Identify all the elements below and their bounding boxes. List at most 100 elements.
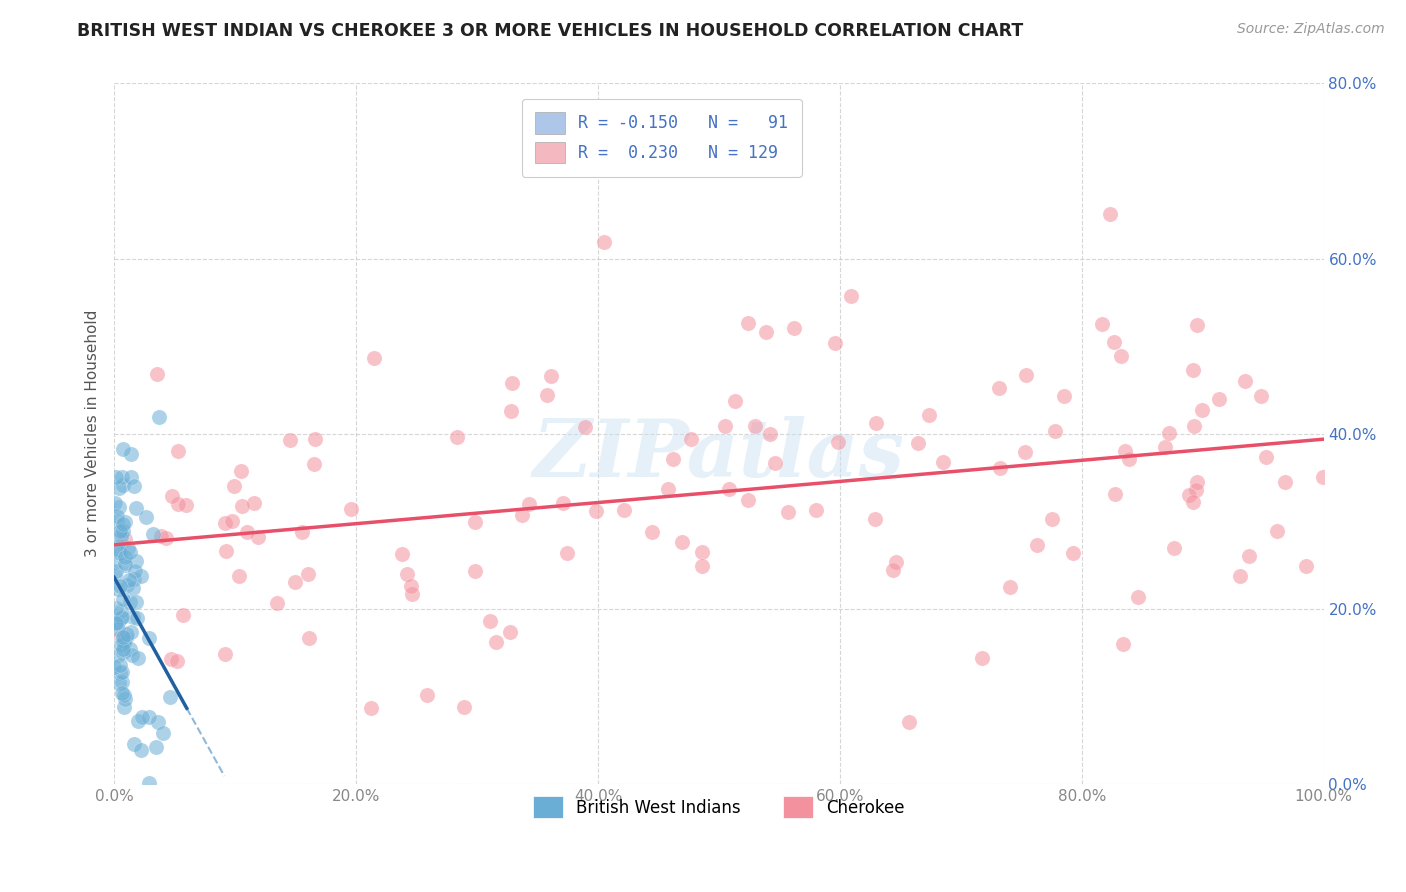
Point (464, 515, 486, 529)
Point (122, 737, 145, 751)
Point (243, 496, 266, 510)
Point (115, 577, 138, 591)
Point (806, 503, 828, 517)
Point (121, 648, 143, 662)
Point (1181, 494, 1204, 508)
Point (446, 430, 468, 444)
Point (127, 714, 149, 728)
Point (114, 556, 136, 570)
Point (1178, 488, 1201, 502)
Point (155, 532, 177, 546)
Point (129, 569, 152, 583)
Point (1112, 637, 1135, 651)
Point (551, 495, 574, 509)
Point (127, 611, 149, 625)
Point (755, 325, 778, 339)
Point (114, 549, 136, 564)
Point (1274, 475, 1296, 490)
Point (499, 625, 522, 640)
Point (1312, 469, 1334, 483)
Point (304, 432, 326, 446)
Point (898, 715, 921, 730)
Point (229, 464, 252, 478)
Point (107, 582, 129, 597)
Point (228, 569, 250, 583)
Point (865, 417, 887, 431)
Point (231, 500, 253, 514)
Point (363, 351, 385, 366)
Point (111, 470, 134, 484)
Point (1157, 425, 1180, 440)
Point (1187, 475, 1209, 489)
Point (1015, 368, 1038, 383)
Point (1091, 317, 1114, 331)
Point (142, 527, 165, 541)
Point (782, 320, 804, 334)
Point (111, 644, 134, 658)
Point (120, 595, 142, 609)
Point (146, 714, 169, 729)
Point (122, 479, 145, 493)
Point (131, 710, 153, 724)
Point (129, 743, 152, 757)
Point (112, 642, 135, 657)
Point (104, 541, 127, 555)
Point (1250, 390, 1272, 404)
Point (1234, 374, 1257, 388)
Point (266, 596, 288, 610)
Point (112, 688, 135, 702)
Point (107, 622, 129, 636)
Point (536, 388, 558, 402)
Point (125, 501, 148, 516)
Point (585, 504, 607, 518)
Point (120, 545, 142, 559)
Point (166, 654, 188, 668)
Point (121, 624, 143, 639)
Point (501, 376, 523, 391)
Point (1182, 363, 1205, 377)
Point (110, 604, 132, 618)
Point (135, 510, 157, 524)
Point (107, 615, 129, 629)
Point (118, 642, 141, 657)
Point (166, 444, 188, 458)
Point (124, 564, 146, 578)
Point (110, 527, 132, 541)
Point (125, 595, 148, 609)
Point (108, 481, 131, 495)
Point (112, 636, 135, 650)
Point (104, 495, 127, 509)
Point (111, 665, 134, 679)
Point (517, 497, 540, 511)
Point (105, 514, 128, 528)
Point (221, 514, 243, 528)
Point (110, 638, 132, 652)
Point (167, 497, 190, 511)
Point (114, 631, 136, 645)
Point (291, 524, 314, 539)
Point (1104, 487, 1126, 501)
Point (114, 692, 136, 706)
Point (907, 436, 929, 450)
Point (110, 611, 132, 625)
Point (111, 674, 134, 689)
Point (108, 524, 131, 539)
Point (1043, 424, 1066, 438)
Point (124, 572, 146, 586)
Point (108, 578, 131, 592)
Point (1053, 389, 1076, 403)
Point (236, 525, 259, 540)
Point (107, 648, 129, 663)
Point (1014, 445, 1036, 459)
Point (1154, 440, 1177, 454)
Point (108, 657, 131, 672)
Point (150, 529, 173, 543)
Point (827, 434, 849, 449)
Point (160, 489, 183, 503)
Point (988, 461, 1011, 475)
Point (1237, 549, 1260, 563)
Point (1184, 483, 1206, 497)
Point (117, 541, 139, 555)
Point (108, 675, 131, 690)
Point (112, 632, 135, 647)
